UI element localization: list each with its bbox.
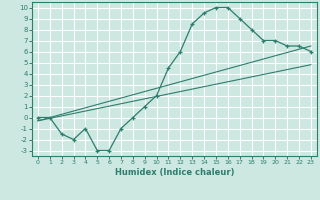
X-axis label: Humidex (Indice chaleur): Humidex (Indice chaleur) xyxy=(115,168,234,177)
